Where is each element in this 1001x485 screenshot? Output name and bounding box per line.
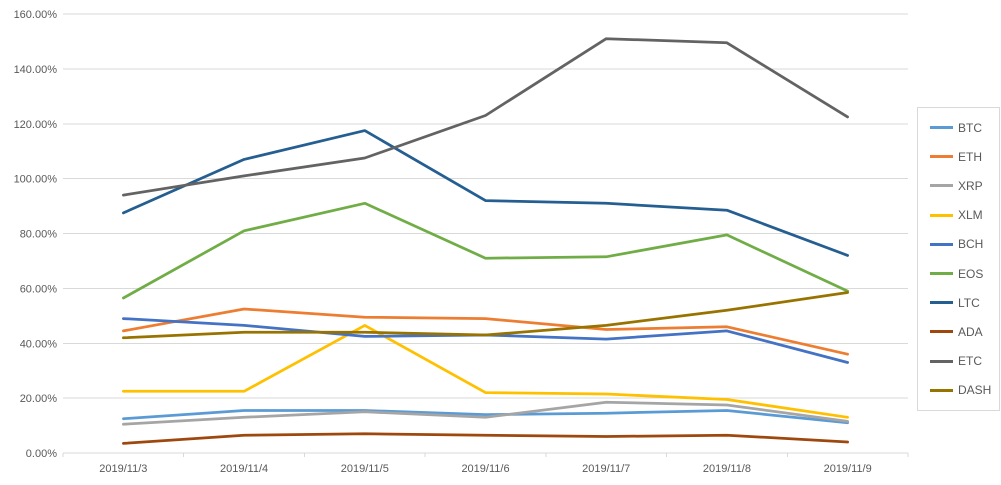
- x-axis-tick-label: 2019/11/6: [461, 463, 509, 475]
- legend-item-xrp[interactable]: XRP: [930, 171, 997, 200]
- legend-label: ADA: [958, 324, 983, 339]
- legend-label: ETH: [958, 149, 982, 164]
- legend-label: LTC: [958, 295, 980, 310]
- series-line-btc[interactable]: [122, 409, 849, 425]
- legend-item-dash[interactable]: DASH: [930, 376, 997, 405]
- y-axis-tick-label: 100.00%: [14, 174, 58, 186]
- series-line-xlm[interactable]: [122, 324, 849, 419]
- series-line-bch[interactable]: [122, 317, 849, 364]
- series-line-xrp[interactable]: [122, 400, 849, 426]
- legend-item-xlm[interactable]: XLM: [930, 201, 997, 230]
- legend-label: ETC: [958, 354, 982, 369]
- y-axis-tick-label: 120.00%: [14, 119, 58, 131]
- series-line-eos[interactable]: [122, 201, 849, 300]
- y-axis-tick-label: 60.00%: [20, 283, 58, 295]
- legend-item-eth[interactable]: ETH: [930, 142, 997, 171]
- x-axis-tick-label: 2019/11/4: [220, 463, 268, 475]
- y-axis-tick-label: 0.00%: [26, 448, 57, 460]
- legend-swatch-eth: [930, 155, 953, 159]
- y-axis-tick-label: 160.00%: [14, 9, 58, 21]
- series-line-etc[interactable]: [122, 37, 849, 197]
- legend-label: XLM: [958, 208, 983, 223]
- y-axis-tick-label: 80.00%: [20, 229, 58, 241]
- legend-item-ltc[interactable]: LTC: [930, 288, 997, 317]
- legend-swatch-etc: [930, 359, 953, 363]
- legend-swatch-ltc: [930, 301, 953, 305]
- y-axis-tick-label: 40.00%: [20, 338, 58, 350]
- legend: BTC ETH XRP XLM BCH EOS LTC ADA ETC DASH: [917, 107, 1000, 411]
- legend-swatch-bch: [930, 242, 953, 246]
- legend-item-eos[interactable]: EOS: [930, 259, 997, 288]
- legend-label: BCH: [958, 237, 984, 252]
- legend-label: EOS: [958, 266, 984, 281]
- legend-label: DASH: [958, 383, 992, 398]
- series-line-ada[interactable]: [122, 432, 849, 445]
- legend-swatch-xlm: [930, 213, 953, 217]
- legend-swatch-ada: [930, 330, 953, 334]
- legend-swatch-eos: [930, 272, 953, 276]
- x-axis-tick-label: 2019/11/5: [341, 463, 389, 475]
- legend-item-ada[interactable]: ADA: [930, 317, 997, 346]
- series-line-dash[interactable]: [122, 291, 849, 340]
- x-axis-tick-label: 2019/11/8: [703, 463, 751, 475]
- y-axis-tick-label: 140.00%: [14, 64, 58, 76]
- legend-label: BTC: [958, 120, 982, 135]
- legend-swatch-dash: [930, 388, 953, 392]
- x-axis-tick-label: 2019/11/3: [99, 463, 147, 475]
- x-axis-tick-label: 2019/11/7: [582, 463, 630, 475]
- legend-label: XRP: [958, 178, 983, 193]
- x-axis-tick-label: 2019/11/9: [824, 463, 872, 475]
- y-axis-tick-label: 20.00%: [20, 393, 58, 405]
- series-line-ltc[interactable]: [122, 129, 849, 257]
- legend-swatch-xrp: [930, 184, 953, 188]
- legend-item-btc[interactable]: BTC: [930, 113, 997, 142]
- series-line-eth[interactable]: [122, 307, 849, 356]
- legend-item-bch[interactable]: BCH: [930, 230, 997, 259]
- legend-swatch-btc: [930, 126, 953, 130]
- legend-item-etc[interactable]: ETC: [930, 347, 997, 376]
